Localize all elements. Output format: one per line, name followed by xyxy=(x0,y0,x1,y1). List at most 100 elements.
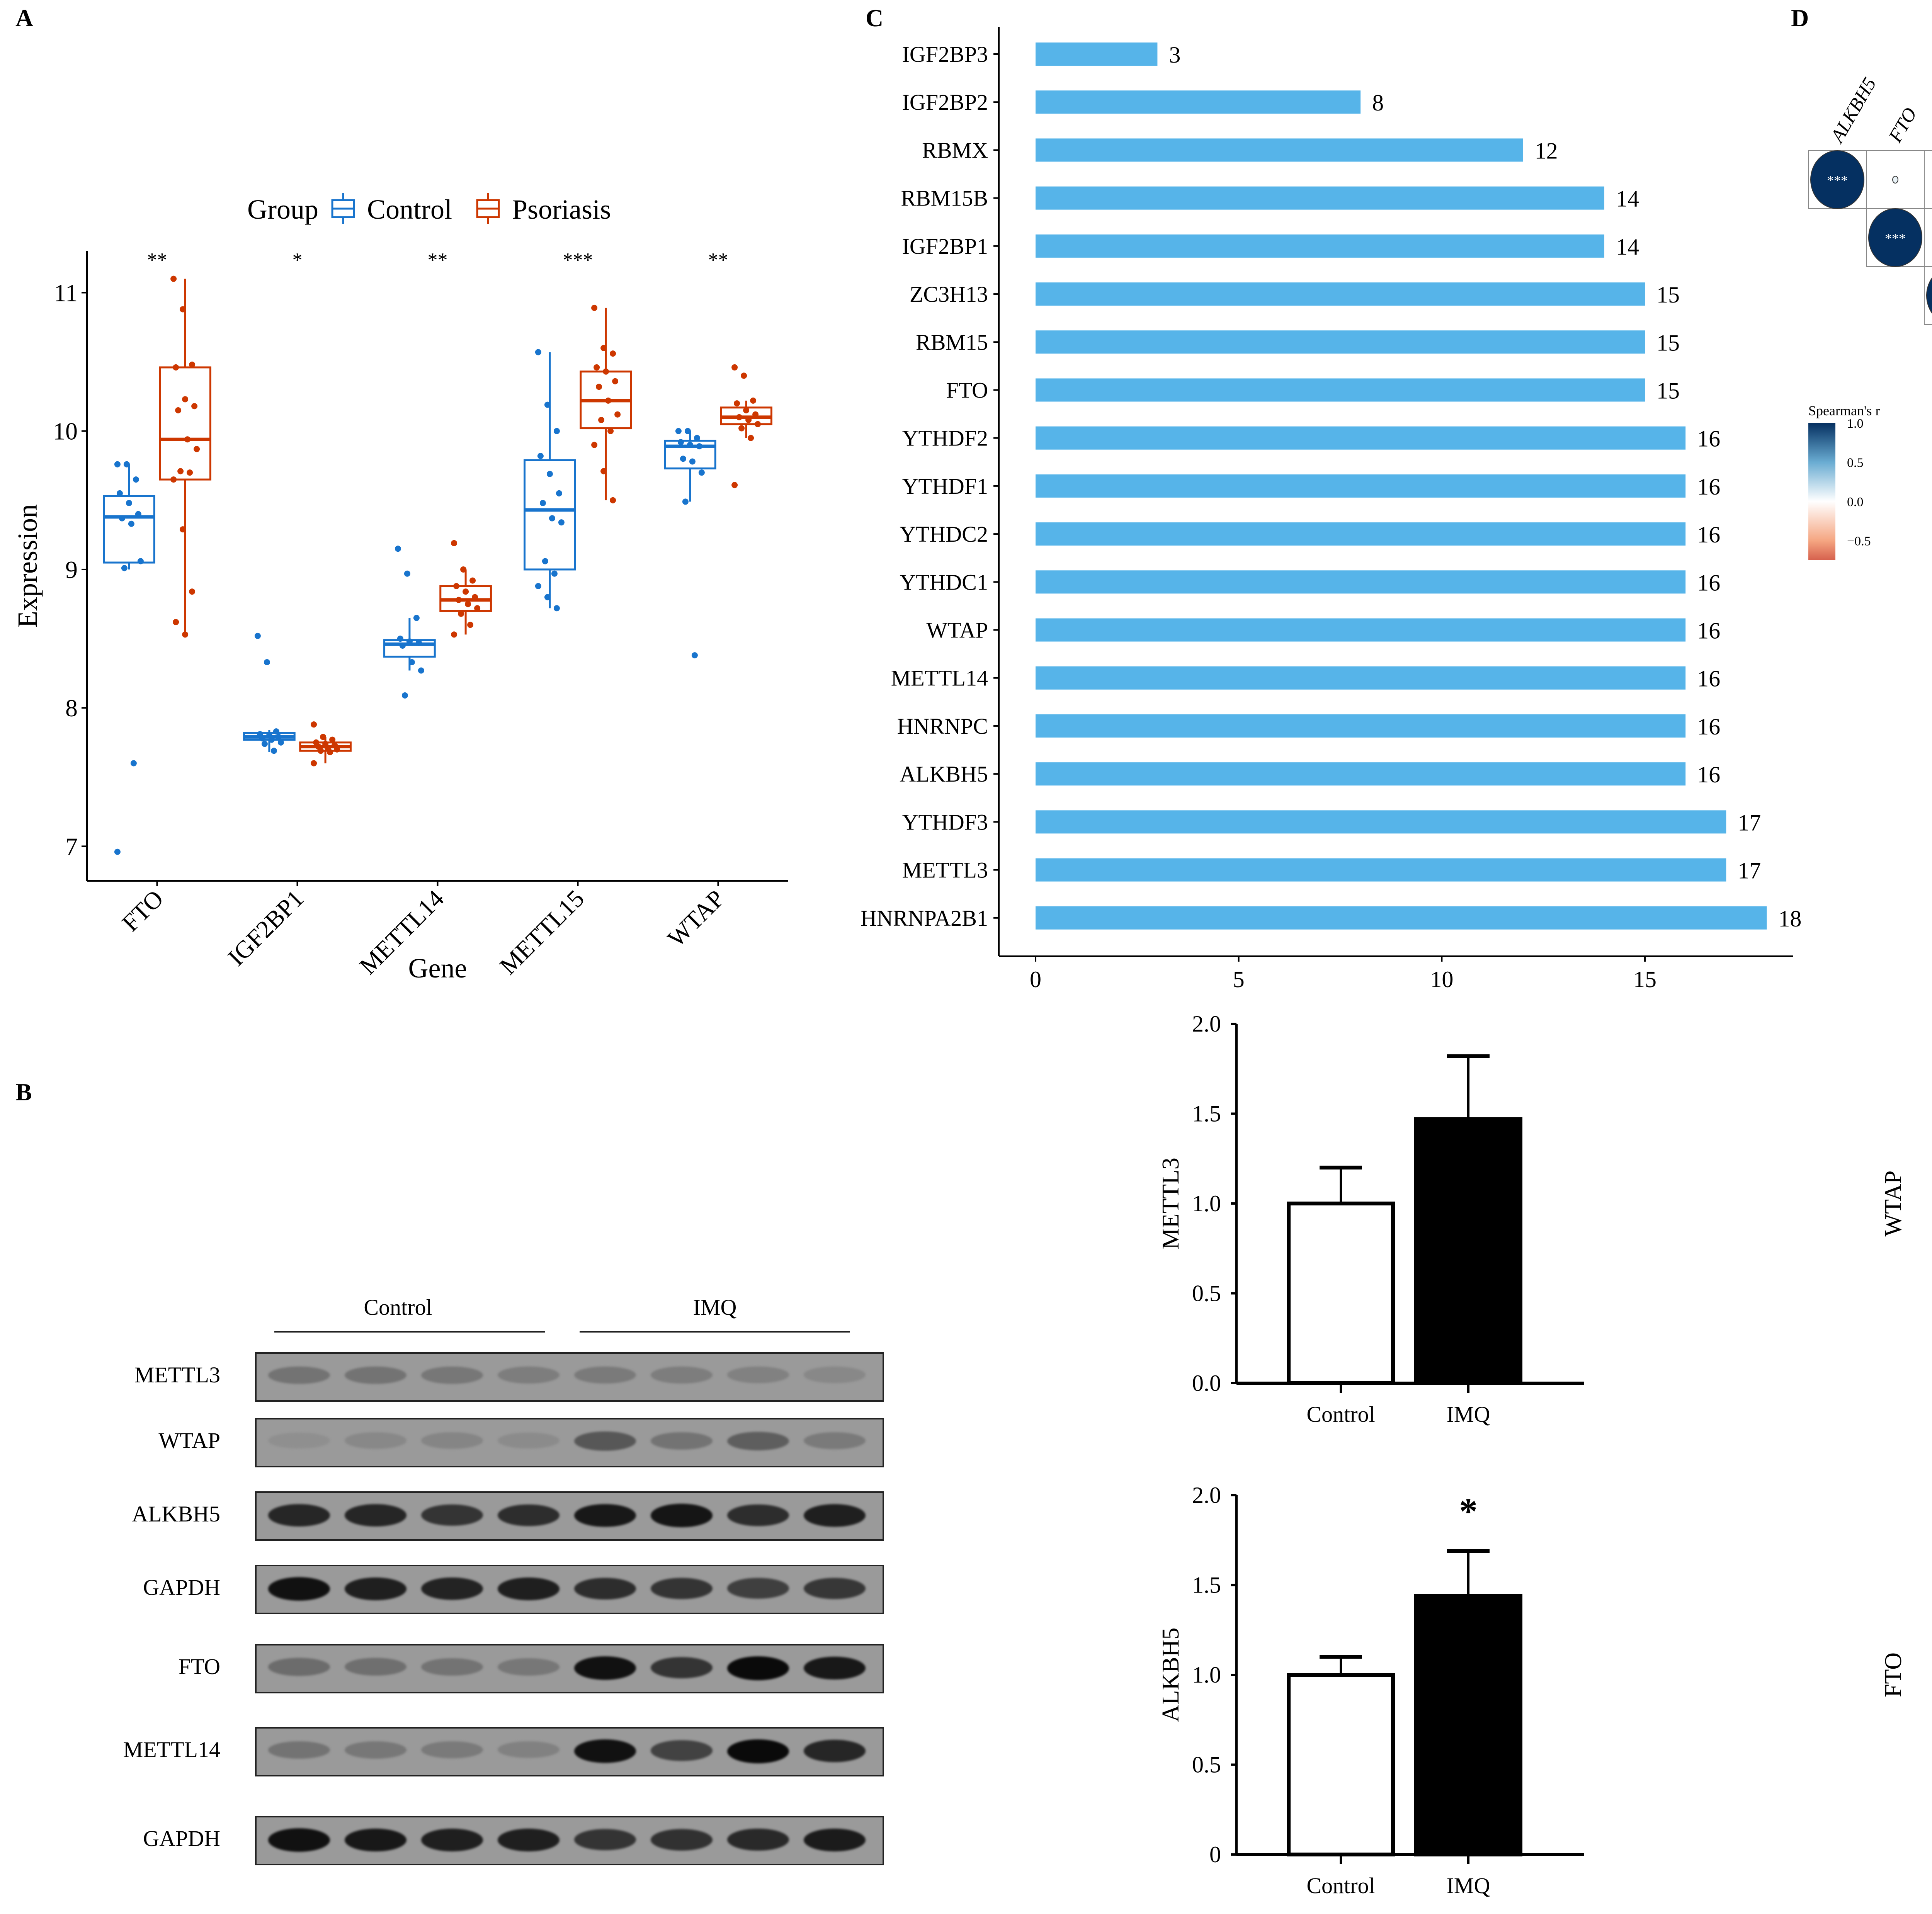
blot-band xyxy=(574,1577,636,1600)
blot-band xyxy=(574,1739,636,1763)
blot-band xyxy=(345,1828,406,1852)
y-tick-label: HNRNPC xyxy=(897,714,988,739)
x-tick-label: FTO xyxy=(117,885,169,937)
data-point xyxy=(610,350,616,357)
blot-strip xyxy=(255,1644,884,1693)
y-tick-label: 0.5 xyxy=(1192,1752,1221,1778)
data-point xyxy=(598,417,605,423)
blot-band xyxy=(345,1432,406,1449)
data-point xyxy=(698,469,705,476)
data-point xyxy=(173,364,179,371)
data-point xyxy=(116,490,123,496)
bar xyxy=(1036,330,1645,354)
bar-imq xyxy=(1414,1594,1522,1856)
blot-band xyxy=(498,1658,560,1676)
bar xyxy=(1036,618,1686,642)
data-point xyxy=(460,566,467,573)
blot-band xyxy=(421,1366,483,1384)
y-tick-label: 7 xyxy=(65,833,78,860)
data-point xyxy=(591,304,598,311)
bar xyxy=(1036,282,1645,306)
data-point xyxy=(318,748,324,754)
blot-band xyxy=(498,1366,560,1384)
blot-band xyxy=(727,1504,789,1526)
y-tick-label: WTAP xyxy=(926,618,988,643)
blot-strip xyxy=(255,1352,884,1402)
data-point xyxy=(406,638,413,645)
quant-chart-mettl3: 0.0 0.5 1.0 1.5 2.0 METTL3 Control IMQ xyxy=(1158,1011,1584,1427)
data-point xyxy=(594,364,600,371)
data-point xyxy=(254,632,261,639)
y-axis-label: WTAP xyxy=(1880,1171,1906,1237)
data-point xyxy=(539,500,546,506)
blot-band xyxy=(727,1829,789,1851)
legend-tick-label: 1.0 xyxy=(1847,416,1864,431)
y-tick-label: 10 xyxy=(53,418,78,445)
blot-band xyxy=(727,1367,789,1384)
y-axis-label: FTO xyxy=(1880,1652,1906,1697)
y-tick-label: METTL3 xyxy=(902,858,988,883)
blot-band xyxy=(651,1366,713,1384)
data-point xyxy=(750,397,757,404)
panel-a-boxplot: 7 8 9 10 11 Expression Gene Group Control Psorias… xyxy=(12,193,788,984)
data-point xyxy=(133,476,139,483)
data-point xyxy=(694,435,700,441)
data-point xyxy=(399,642,406,649)
bar-value-label: 15 xyxy=(1656,378,1680,403)
bar-value-label: 16 xyxy=(1697,666,1720,692)
data-point xyxy=(114,461,121,467)
data-point xyxy=(553,605,560,612)
box-psoriasis xyxy=(159,366,211,481)
data-point xyxy=(551,570,558,577)
blot-band xyxy=(804,1656,866,1680)
data-point xyxy=(413,615,420,621)
x-tick-label: 0 xyxy=(1030,967,1041,992)
data-point xyxy=(415,639,422,646)
blot-band xyxy=(804,1828,866,1852)
data-point xyxy=(180,306,186,313)
quant-chart-fto: 0246FTOControlIMQ** xyxy=(1880,1652,1906,1697)
blot-band xyxy=(651,1577,713,1600)
data-point xyxy=(177,468,184,474)
bar-value-label: 16 xyxy=(1697,570,1720,595)
significance-label: *** xyxy=(1885,231,1906,246)
blot-band xyxy=(345,1504,406,1526)
data-point xyxy=(691,652,698,659)
significance-label: *** xyxy=(1827,173,1848,188)
blot-group-line xyxy=(274,1331,545,1333)
data-point xyxy=(114,848,121,855)
data-point xyxy=(544,594,551,600)
data-point xyxy=(612,378,619,384)
bar-value-label: 17 xyxy=(1738,810,1761,835)
bar xyxy=(1036,474,1686,498)
data-point xyxy=(311,721,317,728)
panel-letter-c: C xyxy=(866,4,884,32)
data-point xyxy=(591,442,598,448)
blot-band xyxy=(498,1741,560,1758)
data-point xyxy=(614,411,621,418)
bar-value-label: 3 xyxy=(1169,42,1180,68)
data-point xyxy=(191,403,198,410)
blot-row-label: GAPDH xyxy=(143,1575,220,1600)
blot-strip xyxy=(255,1491,884,1541)
x-tick-label: 15 xyxy=(1633,967,1656,992)
data-point xyxy=(467,622,474,628)
data-point xyxy=(607,428,614,434)
data-point xyxy=(745,417,752,423)
blot-band xyxy=(345,1577,406,1600)
data-point xyxy=(748,435,754,441)
y-tick-label: 1.0 xyxy=(1192,1191,1221,1216)
blot-band xyxy=(727,1739,789,1763)
y-tick-label: 9 xyxy=(65,556,78,583)
blot-band xyxy=(574,1829,636,1851)
data-point xyxy=(408,659,415,665)
bar-value-label: 14 xyxy=(1616,234,1639,260)
x-tick-label: METTL15 xyxy=(494,885,589,980)
panel-b-western-blot: Control IMQ METTL3 WTAP ALKBH5 GAPDH FTO METTL1… xyxy=(0,1043,927,1912)
y-tick-label: YTHDF3 xyxy=(902,809,988,835)
data-point xyxy=(451,540,457,546)
blot-group-line xyxy=(580,1331,850,1333)
bar-imq xyxy=(1414,1117,1522,1385)
bar-value-label: 8 xyxy=(1372,90,1384,116)
data-point xyxy=(677,439,684,445)
